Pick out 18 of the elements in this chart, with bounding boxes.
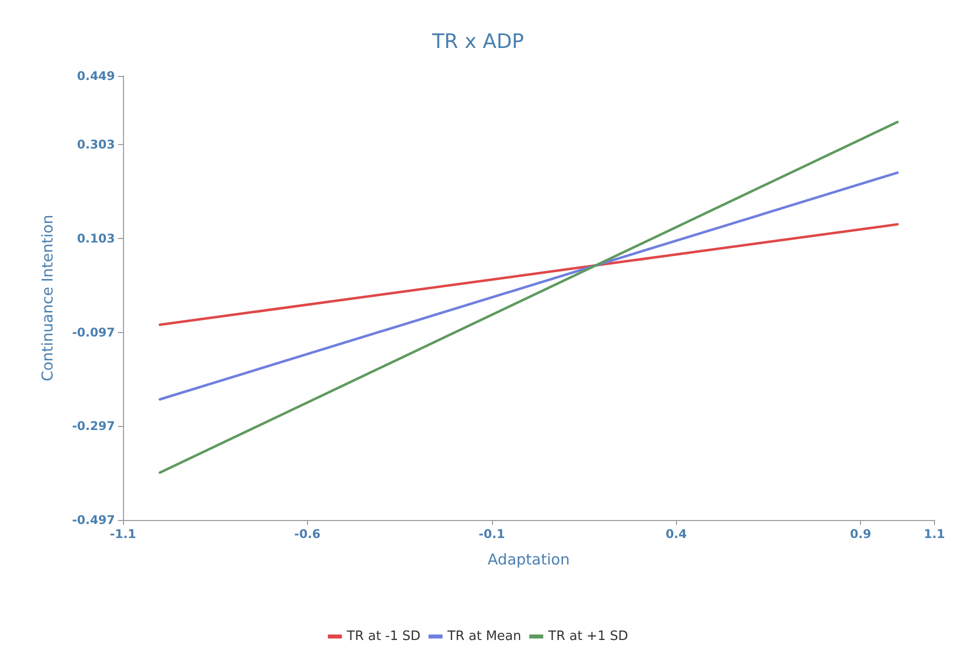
- y-tick-label: -0.297: [72, 419, 115, 434]
- y-tick-label: 0.103: [77, 231, 115, 246]
- chart-title: TR x ADP: [431, 29, 524, 53]
- legend-label: TR at -1 SD: [346, 629, 421, 644]
- x-tick-label: -0.1: [478, 527, 505, 541]
- y-axis-title: Continuance Intention: [38, 214, 56, 382]
- y-tick-label: -0.097: [72, 325, 115, 340]
- x-tick-label: -1.1: [110, 527, 136, 541]
- y-tick-label: 0.303: [77, 138, 115, 152]
- x-tick-label: 1.1: [924, 527, 946, 541]
- x-tick-label: -0.6: [294, 527, 321, 541]
- x-tick-label: 0.9: [850, 527, 872, 541]
- legend-label: TR at Mean: [446, 629, 522, 644]
- x-axis-title: Adaptation: [488, 550, 570, 568]
- y-tick-label: -0.497: [72, 513, 115, 527]
- y-tick-label: 0.449: [77, 69, 115, 83]
- legend-label: TR at +1 SD: [547, 629, 628, 644]
- x-tick-label: 0.4: [666, 527, 687, 541]
